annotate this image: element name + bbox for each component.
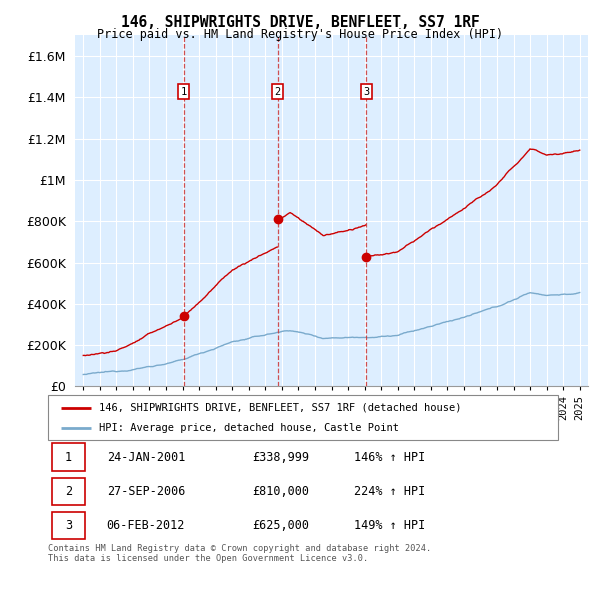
Text: 146, SHIPWRIGHTS DRIVE, BENFLEET, SS7 1RF (detached house): 146, SHIPWRIGHTS DRIVE, BENFLEET, SS7 1R… — [99, 403, 461, 412]
Text: HPI: Average price, detached house, Castle Point: HPI: Average price, detached house, Cast… — [99, 424, 399, 434]
Text: 224% ↑ HPI: 224% ↑ HPI — [354, 484, 425, 498]
Bar — [52, 512, 85, 539]
Bar — [52, 444, 85, 471]
Text: £338,999: £338,999 — [252, 451, 309, 464]
Text: 146% ↑ HPI: 146% ↑ HPI — [354, 451, 425, 464]
Text: 27-SEP-2006: 27-SEP-2006 — [107, 484, 185, 498]
Text: Price paid vs. HM Land Registry's House Price Index (HPI): Price paid vs. HM Land Registry's House … — [97, 28, 503, 41]
Text: 2: 2 — [274, 87, 281, 97]
Text: 3: 3 — [65, 519, 72, 532]
Bar — [52, 477, 85, 505]
Text: £810,000: £810,000 — [252, 484, 309, 498]
Text: £625,000: £625,000 — [252, 519, 309, 532]
Text: 24-JAN-2001: 24-JAN-2001 — [107, 451, 185, 464]
Text: 06-FEB-2012: 06-FEB-2012 — [107, 519, 185, 532]
Text: 1: 1 — [181, 87, 187, 97]
Text: 146, SHIPWRIGHTS DRIVE, BENFLEET, SS7 1RF: 146, SHIPWRIGHTS DRIVE, BENFLEET, SS7 1R… — [121, 15, 479, 30]
Text: 3: 3 — [363, 87, 370, 97]
Text: 149% ↑ HPI: 149% ↑ HPI — [354, 519, 425, 532]
Text: 2: 2 — [65, 484, 72, 498]
Text: 1: 1 — [65, 451, 72, 464]
Text: Contains HM Land Registry data © Crown copyright and database right 2024.
This d: Contains HM Land Registry data © Crown c… — [48, 544, 431, 563]
